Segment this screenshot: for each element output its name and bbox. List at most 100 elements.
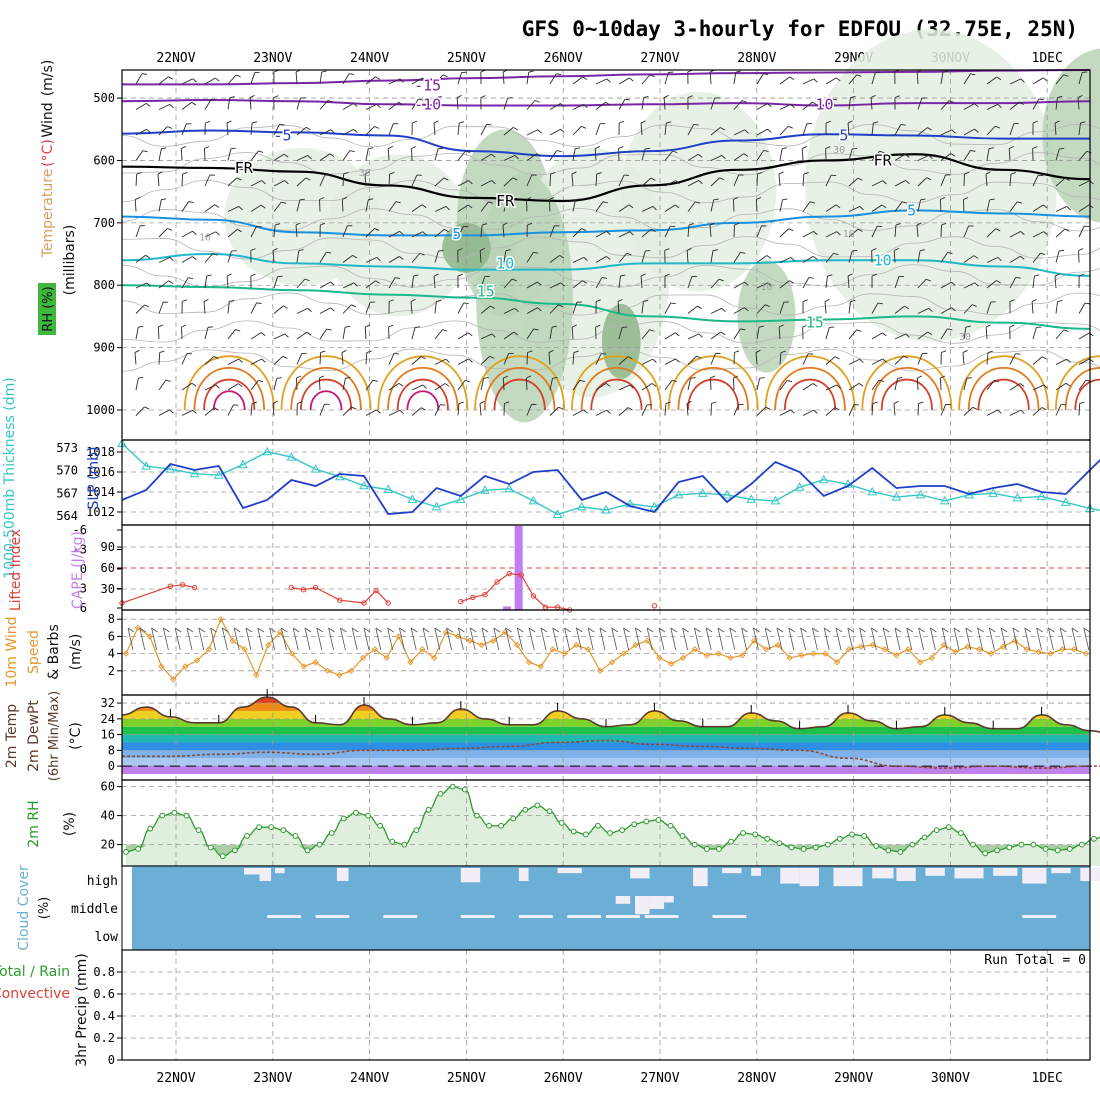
wind-barb-flag (1041, 407, 1047, 411)
wind-barb (388, 123, 394, 136)
wind-barb (848, 301, 851, 314)
wind-barb-flag (741, 100, 747, 103)
wind-speed-point (573, 641, 580, 649)
wind-barb (756, 73, 764, 85)
wind-barb (709, 377, 712, 391)
top-date-label: 27NOV (640, 51, 679, 66)
wind-barb-flag (734, 222, 740, 226)
wind-barb-flag (226, 273, 232, 277)
wind-barb (388, 382, 400, 391)
y-tick-label: 700 (93, 216, 115, 230)
wind-barb-flag (527, 222, 533, 226)
surface-barb (493, 627, 500, 651)
wind-barb-flag (697, 153, 703, 158)
surface-barb-flag (859, 627, 866, 633)
wind-barb-flag (261, 358, 266, 363)
wind-barb (319, 307, 331, 314)
wind-barb (664, 123, 667, 136)
wind-barb (848, 177, 859, 187)
wind-barb (1055, 250, 1060, 263)
wind-barb-flag (627, 356, 633, 360)
wind-barb-flag (273, 95, 279, 98)
warm-contour (483, 366, 556, 411)
warm-contour (290, 366, 362, 411)
wind-barb (940, 377, 942, 391)
wind-barb (411, 356, 422, 365)
wind-barb-flag (537, 129, 542, 134)
surface-barb-flag (458, 627, 465, 633)
wind-barb-flag (857, 177, 863, 181)
wind-barb-flag (505, 249, 511, 252)
wind-speed-point (253, 671, 260, 679)
wind-barb (618, 174, 625, 187)
wind-barb (894, 378, 898, 391)
wind-barb (158, 256, 171, 263)
wind-barb-flag (135, 197, 140, 200)
wind-barb-flag (157, 171, 163, 175)
surface-barb (1059, 627, 1066, 651)
wind-barb (296, 155, 309, 161)
wind-barb (985, 326, 988, 340)
surface-barb-flag (210, 627, 217, 633)
wind-barb (296, 126, 307, 136)
wind-barb (158, 409, 170, 416)
wind-barb-flag (624, 98, 631, 101)
wind-barb (549, 406, 559, 416)
wind-barb (365, 76, 376, 85)
warm-contour (667, 355, 759, 411)
bottom-date-label: 28NOV (737, 1071, 776, 1086)
wind-barb-flag (1020, 409, 1025, 414)
y-tick-label: 1012 (86, 505, 115, 519)
surface-barb-flag (1036, 627, 1043, 633)
wind-barb-flag (1017, 201, 1023, 204)
rh-point (945, 824, 952, 831)
wind-barb (411, 384, 424, 391)
wind-barb-flag (970, 73, 976, 76)
wind-barb-flag (480, 95, 486, 98)
wind-barb-flag (412, 120, 418, 124)
wind-barb (779, 352, 782, 365)
wind-barb-flag (169, 104, 174, 109)
surface-barb-flag (694, 627, 701, 633)
wind-barb (1009, 383, 1021, 391)
wind-barb (1008, 148, 1011, 161)
wind-barb (1009, 353, 1016, 365)
wind-barb (273, 276, 279, 289)
wind-barb (388, 101, 399, 110)
wind-barb (250, 380, 259, 391)
wind-barb-flag (306, 331, 312, 336)
rh-point (873, 843, 880, 849)
wind-barb-flag (511, 278, 517, 282)
surface-barb (186, 627, 193, 651)
li-line-segment (532, 595, 546, 608)
surface-barb-flag (670, 627, 678, 633)
wind-barb (641, 206, 654, 212)
wind-barb (940, 328, 948, 340)
rh-point (147, 825, 154, 832)
wind-speed-point (798, 652, 805, 659)
wind-barb (962, 199, 965, 212)
wind-barb (434, 404, 441, 416)
surface-barb (682, 627, 688, 651)
wind-barb-flag (364, 171, 370, 175)
surface-barb (517, 627, 523, 651)
rh-point (643, 818, 650, 825)
wind-barb (687, 378, 692, 391)
precip-total-rain-label: Total / Rain (0, 964, 70, 980)
wind-barb (664, 380, 673, 391)
bottom-date-label: 30NOV (931, 1071, 970, 1086)
wind-barb (871, 332, 883, 340)
surface-barb (328, 627, 334, 651)
isotherm-line (121, 153, 1091, 203)
cloud-block (243, 868, 260, 875)
wind-barb (388, 201, 397, 212)
y-tick-label: 900 (93, 341, 115, 355)
wind-barb (549, 282, 562, 289)
temp-line (121, 696, 1100, 733)
bottom-date-label: 24NOV (350, 1071, 389, 1086)
wind-barb-flag (237, 383, 243, 387)
y-tick-label: 8 (108, 612, 115, 626)
wind-barb (1078, 204, 1090, 212)
wind-barb (388, 230, 400, 238)
li-point (179, 582, 186, 588)
